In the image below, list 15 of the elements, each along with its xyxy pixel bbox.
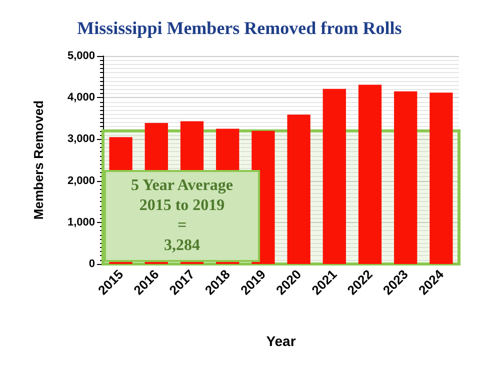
bar [430,92,453,264]
y-tick-label: 0 [88,258,95,270]
y-tick-label: 3,000 [67,133,95,146]
y-tick-label: 4,000 [67,92,95,104]
y-tick-label: 1,000 [67,216,95,228]
x-axis-title: Year [266,333,296,349]
y-tick-label: 5,000 [67,50,95,62]
bar [394,91,418,264]
y-tick-label: 2,000 [67,174,95,187]
bar [322,88,346,264]
callout-box: 5 Year Average 2015 to 2019 = 3,284 [104,170,260,262]
bar [358,84,382,264]
y-axis-title: Members Removed [31,100,46,220]
bar [287,114,310,264]
chart-title: Mississippi Members Removed from Rolls [77,18,402,38]
